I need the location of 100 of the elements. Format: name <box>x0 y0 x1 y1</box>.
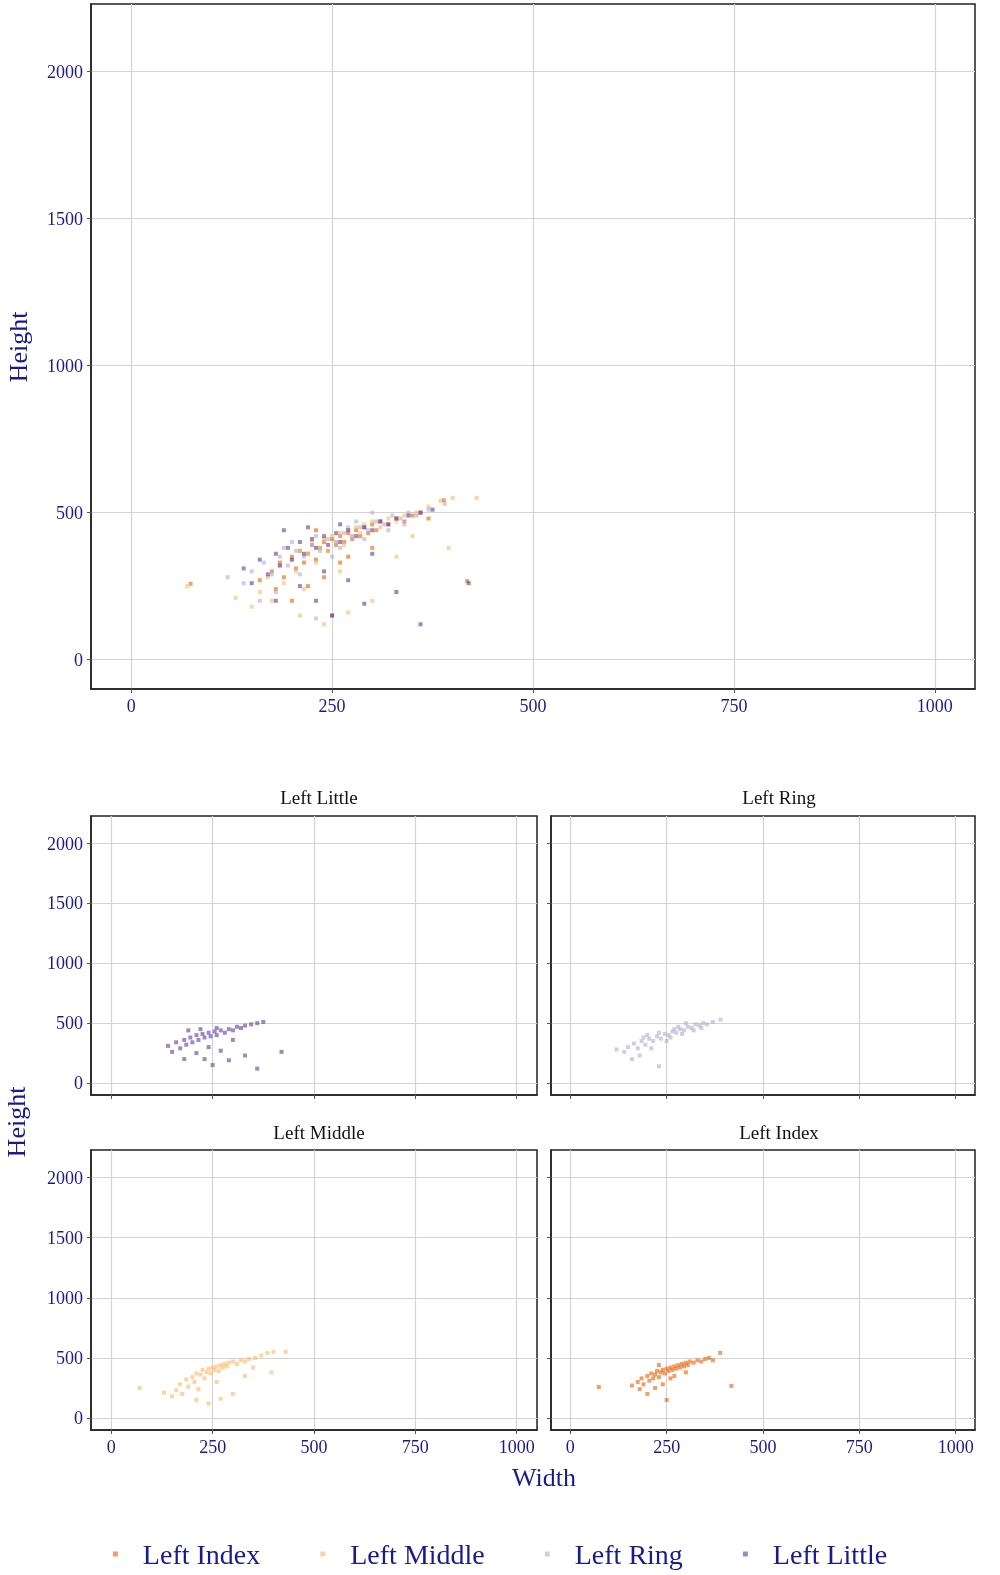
x-tick-label: 1000 <box>937 1437 974 1457</box>
point <box>301 560 306 565</box>
point <box>279 1049 284 1054</box>
point <box>394 554 399 559</box>
point <box>214 1379 219 1384</box>
x-tick-label: 0 <box>565 1437 575 1457</box>
point <box>635 1046 640 1051</box>
point <box>218 1396 223 1401</box>
point <box>186 1384 191 1389</box>
y-tick-label: 500 <box>56 1347 83 1368</box>
point <box>701 1021 706 1026</box>
point <box>269 1370 274 1375</box>
point <box>729 1383 734 1388</box>
point <box>218 1028 223 1033</box>
point <box>297 540 302 544</box>
point <box>194 1033 199 1038</box>
legend-label: Left Index <box>142 1538 261 1570</box>
point <box>346 610 351 615</box>
point <box>326 542 331 547</box>
point <box>718 1017 723 1022</box>
point <box>255 1021 260 1026</box>
point <box>202 1035 207 1040</box>
y-tick-label: 1500 <box>47 208 83 229</box>
point <box>188 1035 193 1040</box>
point <box>194 1371 199 1376</box>
point <box>370 510 375 515</box>
point <box>285 563 290 568</box>
x-tick-label: 0 <box>106 1437 116 1457</box>
point <box>653 1385 658 1390</box>
point <box>705 1022 710 1027</box>
point <box>182 1057 187 1062</box>
point <box>656 1363 661 1368</box>
x-tick-label: 250 <box>653 1437 681 1457</box>
point <box>386 516 391 521</box>
point <box>631 1041 636 1046</box>
point <box>226 1027 231 1032</box>
point <box>378 525 383 530</box>
x-tick-label: 750 <box>720 696 748 716</box>
y-tick-label: 1000 <box>47 1287 83 1308</box>
legend-label: Left Middle <box>350 1538 485 1570</box>
point <box>216 1369 221 1374</box>
point <box>196 1037 201 1042</box>
point <box>338 540 343 544</box>
point <box>338 522 343 527</box>
point <box>255 1066 260 1071</box>
x-tick-label: 1000 <box>498 1437 535 1457</box>
y-tick-label: 0 <box>74 1073 83 1094</box>
point <box>664 1397 669 1402</box>
point <box>314 528 319 533</box>
point <box>645 1391 650 1396</box>
point <box>710 1358 715 1363</box>
point <box>710 1019 715 1024</box>
x-tick-label: 250 <box>318 696 346 716</box>
point <box>374 519 379 524</box>
point <box>239 1025 244 1030</box>
point <box>214 1033 219 1038</box>
point <box>301 587 306 592</box>
point <box>281 545 286 550</box>
point <box>186 1028 191 1033</box>
point <box>695 1358 700 1363</box>
point <box>639 1376 644 1381</box>
y-tick-label: 2000 <box>47 61 83 82</box>
point <box>230 1391 235 1396</box>
point <box>182 1037 187 1042</box>
point <box>305 525 310 530</box>
point <box>362 537 367 542</box>
point <box>206 1045 211 1050</box>
point <box>230 1359 235 1364</box>
point <box>338 560 343 565</box>
point <box>354 519 359 524</box>
point <box>322 569 327 574</box>
point <box>293 548 298 553</box>
point <box>322 622 327 627</box>
point <box>664 1039 669 1044</box>
point <box>707 1355 712 1360</box>
point <box>622 1049 627 1054</box>
point <box>170 1049 175 1054</box>
y-tick-label: 1000 <box>47 953 83 974</box>
point <box>629 1057 634 1062</box>
point <box>184 1042 189 1047</box>
point <box>635 1379 640 1384</box>
point <box>641 1035 646 1040</box>
point <box>214 1364 219 1369</box>
point <box>649 1046 654 1051</box>
point <box>649 1371 654 1376</box>
point <box>257 598 262 603</box>
point <box>370 598 375 603</box>
point <box>426 516 431 521</box>
point <box>281 581 286 586</box>
point <box>687 1359 692 1364</box>
point <box>410 534 415 539</box>
point <box>194 1051 199 1056</box>
point <box>206 1401 211 1406</box>
point <box>208 1034 213 1039</box>
point <box>170 1394 175 1399</box>
point <box>334 531 339 536</box>
point <box>683 1370 688 1375</box>
point <box>718 1350 723 1355</box>
point <box>196 1387 201 1392</box>
point <box>418 622 423 627</box>
